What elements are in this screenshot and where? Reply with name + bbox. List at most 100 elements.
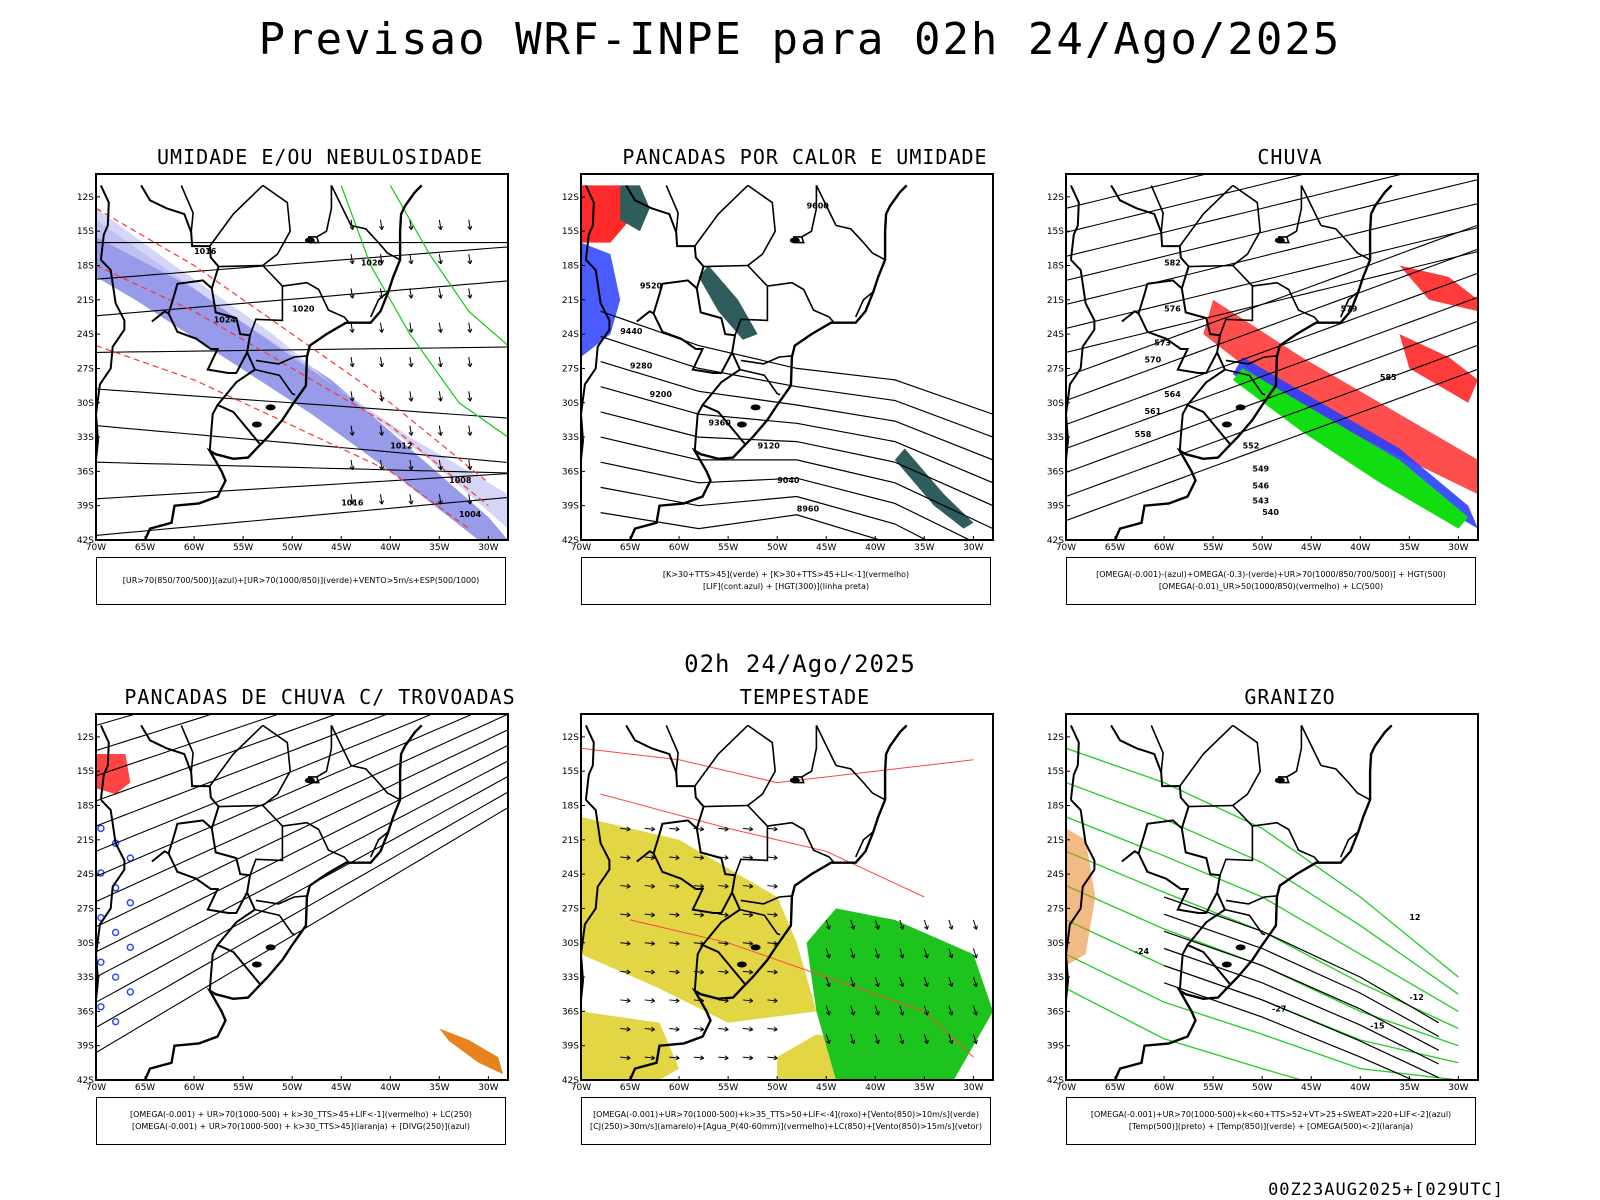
- legend-line: [OMEGA(-0.01)_UR>50(1000/850)(vermelho) …: [1158, 582, 1384, 591]
- lat-tick-label: 39S: [1047, 1042, 1064, 1052]
- lat-tick-label: 27S: [77, 904, 94, 914]
- lon-tick-label: 70W: [1056, 543, 1076, 553]
- lat-tick-label: 15S: [77, 767, 94, 777]
- lat-tick-label: 21S: [77, 836, 94, 846]
- lon-tick-label: 30W: [963, 1083, 983, 1093]
- map-frame: [580, 713, 994, 1081]
- contour-label: 579: [1341, 304, 1358, 313]
- lon-tick-label: 45W: [331, 543, 351, 553]
- panel-title: GRANIZO: [1244, 685, 1336, 709]
- legend-box: [UR>70(850/700/500)](azul)+[UR>70(1000/8…: [96, 557, 506, 605]
- lon-tick-label: 30W: [1448, 543, 1468, 553]
- lat-tick-label: 12S: [77, 733, 94, 743]
- legend-line: [OMEGA(-0.001) + UR>70(1000-500) + k>30_…: [129, 1110, 473, 1119]
- lon-tick-label: 70W: [571, 1083, 591, 1093]
- lon-tick-label: 70W: [86, 1083, 106, 1093]
- legend-box: [OMEGA(-0.001)-(azul)+OMEGA(-0.3)-(verde…: [1066, 557, 1476, 605]
- panel-tempestade: TEMPESTADE 12S 15S 18S 21S 24S 27S 30S 33S 36S 39S…: [562, 685, 1045, 1145]
- base-map: [96, 184, 423, 540]
- contour-label: 540: [1262, 508, 1279, 517]
- lat-tick-label: 39S: [77, 1042, 94, 1052]
- lon-tick-label: 70W: [86, 543, 106, 553]
- legend-line: [OMEGA(-0.001)-(azul)+OMEGA(-0.3)-(verde…: [1096, 570, 1446, 579]
- contour-label: 1016: [194, 247, 217, 256]
- lat-tick-label: 36S: [562, 467, 579, 477]
- base-map: [1066, 184, 1393, 540]
- page-title: Previsao WRF-INPE para 02h 24/Ago/2025: [258, 14, 1342, 65]
- map-frame: [1065, 713, 1479, 1081]
- lat-tick-label: 15S: [562, 227, 579, 237]
- lat-tick-label: 42S: [1047, 536, 1064, 546]
- map-frame: [95, 713, 509, 1081]
- lon-tick-label: 35W: [429, 1083, 449, 1093]
- lat-tick-label: 33S: [1047, 433, 1064, 443]
- legend-box: [OMEGA(-0.001) + UR>70(1000-500) + k>30_…: [96, 1097, 506, 1145]
- lat-tick-label: 21S: [562, 836, 579, 846]
- lon-tick-label: 45W: [331, 1083, 351, 1093]
- contour-label: 1024: [214, 316, 237, 325]
- lat-tick-label: 21S: [1047, 836, 1064, 846]
- lon-tick-label: 45W: [1301, 543, 1321, 553]
- lat-tick-label: 30S: [77, 399, 94, 409]
- lon-tick-label: 35W: [914, 543, 934, 553]
- lat-tick-label: 27S: [562, 364, 579, 374]
- contour-label: 561: [1144, 407, 1161, 416]
- lon-tick-label: 45W: [1301, 1083, 1321, 1093]
- contour-label: 558: [1135, 430, 1152, 439]
- lon-tick-label: 30W: [478, 1083, 498, 1093]
- lat-tick-label: 24S: [77, 870, 94, 880]
- contour-label: 552: [1243, 442, 1260, 451]
- lon-tick-label: 35W: [914, 1083, 934, 1093]
- map-plot: 1016 1020 1024 1020 1016 1012 1008 1004 12S 15S 18…: [77, 173, 509, 553]
- panel-title: UMIDADE E/OU NEBULOSIDADE: [156, 145, 484, 169]
- lon-tick-label: 65W: [1105, 543, 1125, 553]
- contour-label: 1016: [341, 499, 364, 508]
- lat-tick-label: 18S: [562, 802, 579, 812]
- lon-tick-label: 30W: [1448, 1083, 1468, 1093]
- lat-tick-label: 15S: [77, 227, 94, 237]
- lon-tick-label: 60W: [669, 1083, 689, 1093]
- base-map: [96, 724, 423, 1080]
- panel-title: PANCADAS POR CALOR E UMIDADE: [622, 145, 988, 169]
- lon-tick-label: 40W: [1350, 543, 1370, 553]
- lat-tick-label: 24S: [562, 870, 579, 880]
- lat-tick-label: 39S: [562, 1042, 579, 1052]
- lat-tick-label: 12S: [77, 193, 94, 203]
- contour-label: 573: [1154, 339, 1171, 348]
- contour-label: 9120: [758, 442, 781, 451]
- base-map: [581, 724, 908, 1080]
- lon-tick-label: 65W: [1105, 1083, 1125, 1093]
- contour-label: 585: [1380, 373, 1397, 382]
- contour-label: 1004: [459, 510, 482, 519]
- map-frame: [580, 173, 994, 541]
- lon-tick-label: 65W: [620, 543, 640, 553]
- contour-label: 9440: [620, 327, 643, 336]
- lat-tick-label: 39S: [1047, 502, 1064, 512]
- lon-tick-label: 65W: [135, 543, 155, 553]
- lat-tick-label: 30S: [562, 939, 579, 949]
- lat-tick-label: 33S: [77, 433, 94, 443]
- lat-tick-label: 42S: [562, 1076, 579, 1086]
- lat-tick-label: 24S: [562, 330, 579, 340]
- lon-tick-label: 35W: [429, 543, 449, 553]
- lat-tick-label: 15S: [1047, 227, 1064, 237]
- contour-label: 1012: [390, 442, 412, 451]
- contour-label: 9280: [630, 361, 653, 370]
- lon-tick-label: 65W: [135, 1083, 155, 1093]
- lat-tick-label: 24S: [1047, 870, 1064, 880]
- contour-label: 8960: [797, 504, 820, 513]
- lat-tick-label: 30S: [562, 399, 579, 409]
- lon-tick-label: 30W: [963, 543, 983, 553]
- contour-label: 576: [1164, 304, 1181, 313]
- run-timestamp: 00Z23AUG2025+[029UTC]: [1268, 1180, 1504, 1200]
- lat-tick-label: 15S: [1047, 767, 1064, 777]
- lon-tick-label: 55W: [233, 1083, 253, 1093]
- lon-tick-label: 45W: [816, 543, 836, 553]
- lon-tick-label: 55W: [1203, 1083, 1223, 1093]
- lat-tick-label: 42S: [562, 536, 579, 546]
- panel-pancadas-calor: PANCADAS POR CALOR E UMIDADE 9600 9520 9440…: [562, 145, 1045, 605]
- lat-tick-label: 27S: [1047, 904, 1064, 914]
